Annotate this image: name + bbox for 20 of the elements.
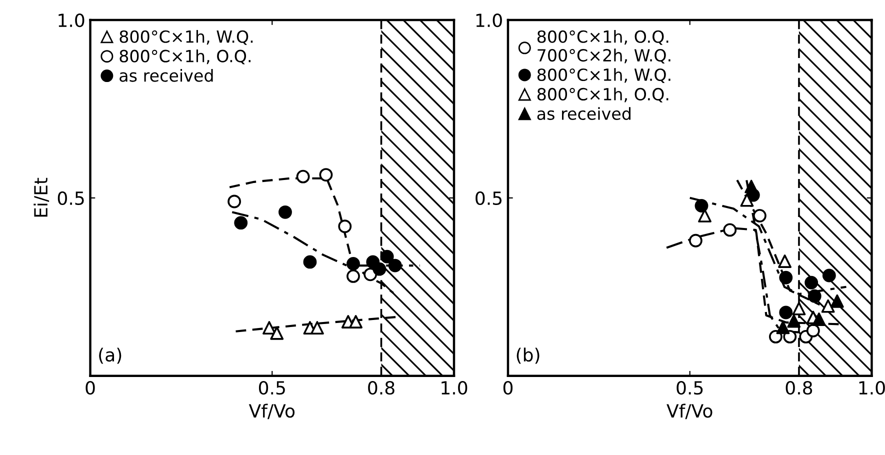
legend-label: 800°C×1h, W.Q. [537, 68, 670, 83]
x-tick-label: 0.5 [676, 381, 703, 395]
x-tick-label: 0.5 [258, 381, 285, 395]
legend-label: 800°C×1h, O.Q. [120, 49, 250, 64]
x-tick-label: 0.8 [368, 381, 394, 395]
y-axis-title: Ei/Et [34, 178, 50, 217]
x-axis-title: Vf/Vo [666, 404, 712, 420]
x-axis-title: Vf/Vo [248, 404, 295, 420]
legend-label: as received [120, 68, 213, 82]
x-tick-label: 0.8 [786, 381, 812, 395]
legend-label: 800°C×1h, O.Q. 700°C×2h, W.Q. [537, 30, 670, 64]
legend-label: 800°C×1h, O.Q. [537, 88, 668, 102]
x-tick-label: 0 [86, 381, 95, 395]
annotation: (b) [516, 348, 540, 364]
legend-label: 800°C×1h, W.Q. [120, 30, 253, 45]
legend-label: as received [537, 107, 630, 120]
x-tick-label: 1.0 [859, 381, 885, 395]
x-tick-label: 0 [503, 381, 513, 395]
x-tick-label: 1.0 [442, 381, 468, 395]
annotation: (a) [99, 348, 122, 364]
